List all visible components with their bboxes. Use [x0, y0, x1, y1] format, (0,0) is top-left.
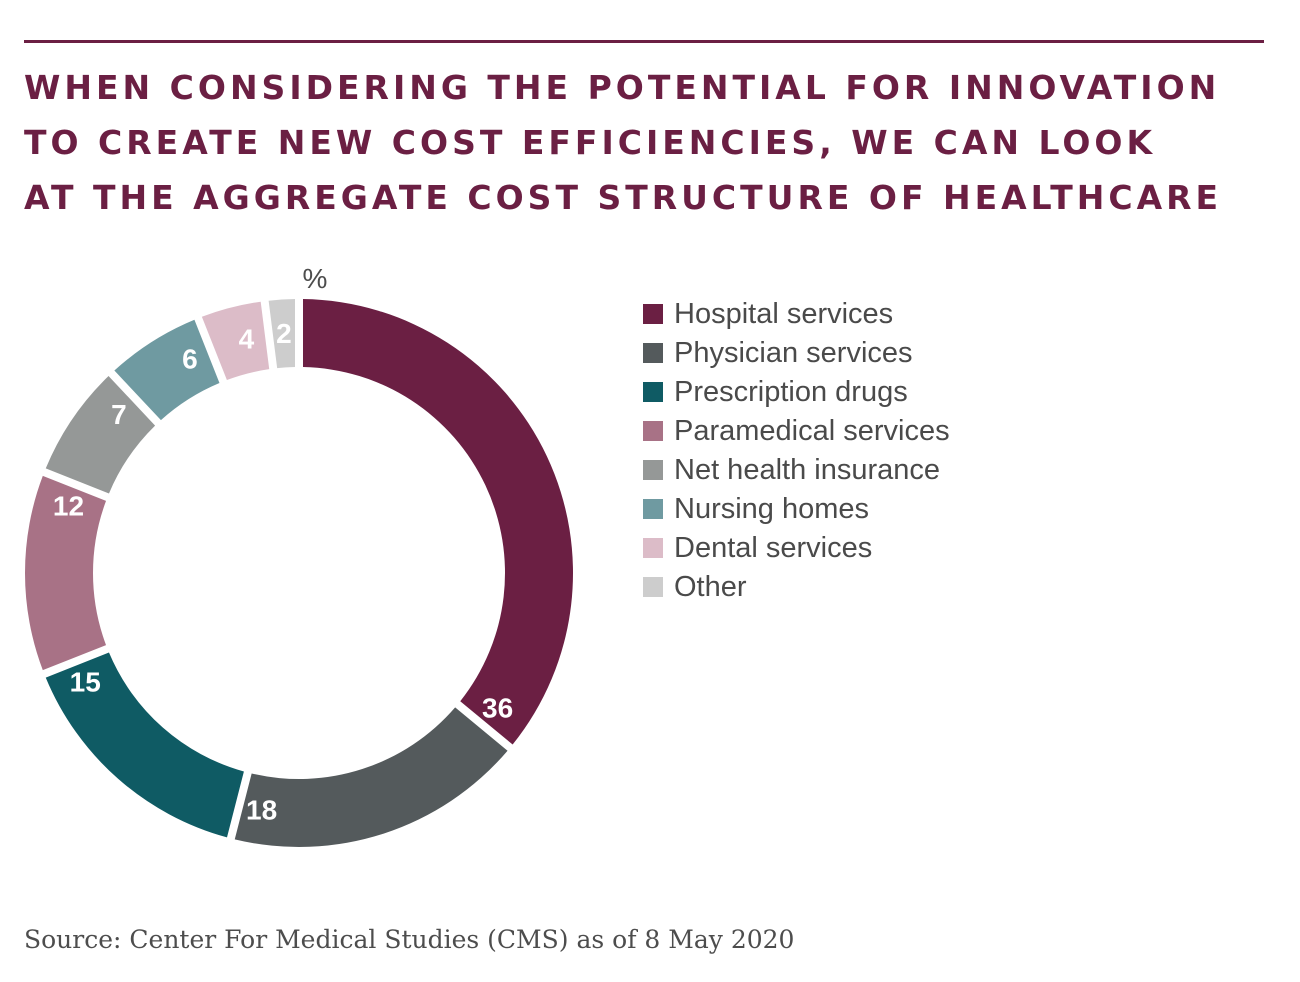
value-label-dental-services: 4: [239, 323, 255, 354]
value-label-net-health-insurance: 7: [111, 399, 127, 430]
legend-label: Physician services: [674, 337, 913, 369]
title-line-3: AT THE AGGREGATE COST STRUCTURE OF HEALT…: [24, 178, 1223, 217]
legend-swatch: [643, 382, 663, 402]
legend-swatch: [643, 343, 663, 363]
legend-item-prescription-drugs: Prescription drugs: [643, 376, 908, 408]
legend-swatch: [643, 304, 663, 324]
legend-swatch: [643, 538, 663, 558]
legend-item-physician-services: Physician services: [643, 337, 913, 369]
slice-hospital-services: [302, 299, 574, 745]
legend: Hospital services Physician services Presc…: [643, 298, 950, 603]
slice-paramedical-services: [24, 475, 107, 671]
donut-chart: 36 18 15 12 7 6 4 2 % Hospital services Physicia…: [24, 263, 950, 847]
legend-swatch: [643, 499, 663, 519]
value-label-hospital-services: 36: [482, 692, 513, 723]
page-title: WHEN CONSIDERING THE POTENTIAL FOR INNOV…: [24, 60, 1264, 225]
legend-label: Nursing homes: [674, 493, 869, 525]
value-label-physician-services: 18: [246, 795, 277, 826]
legend-item-nursing-homes: Nursing homes: [643, 493, 869, 525]
legend-swatch: [643, 421, 663, 441]
slice-prescription-drugs: [45, 652, 244, 838]
legend-item-paramedical-services: Paramedical services: [643, 415, 950, 447]
legend-label: Net health insurance: [674, 454, 940, 486]
legend-label: Paramedical services: [674, 415, 950, 447]
source-note: Source: Center For Medical Studies (CMS)…: [24, 925, 795, 954]
slice-other: [268, 299, 296, 369]
legend-label: Dental services: [674, 532, 872, 564]
value-label-other: 2: [276, 318, 292, 349]
top-rule: [24, 40, 1264, 43]
title-line-2: TO CREATE NEW COST EFFICIENCIES, WE CAN …: [24, 123, 1157, 162]
value-label-nursing-homes: 6: [182, 344, 198, 375]
donut-slices: [24, 299, 574, 847]
legend-swatch: [643, 460, 663, 480]
value-label-paramedical-services: 12: [53, 491, 84, 522]
value-label-prescription-drugs: 15: [70, 667, 101, 698]
slice-dental-services: [201, 301, 270, 381]
donut-value-labels: 36 18 15 12 7 6 4 2: [53, 318, 513, 826]
slice-physician-services: [234, 707, 508, 847]
unit-label: %: [303, 263, 328, 294]
legend-swatch: [643, 577, 663, 597]
legend-item-dental-services: Dental services: [643, 532, 872, 564]
legend-item-hospital-services: Hospital services: [643, 298, 893, 330]
legend-label: Hospital services: [674, 298, 893, 330]
legend-label: Prescription drugs: [674, 376, 908, 408]
slice-nursing-homes: [114, 319, 220, 421]
legend-item-net-health-insurance: Net health insurance: [643, 454, 940, 486]
legend-item-other: Other: [643, 571, 747, 603]
legend-label: Other: [674, 571, 747, 603]
title-line-1: WHEN CONSIDERING THE POTENTIAL FOR INNOV…: [24, 68, 1221, 107]
slice-net-health-insurance: [45, 376, 156, 494]
